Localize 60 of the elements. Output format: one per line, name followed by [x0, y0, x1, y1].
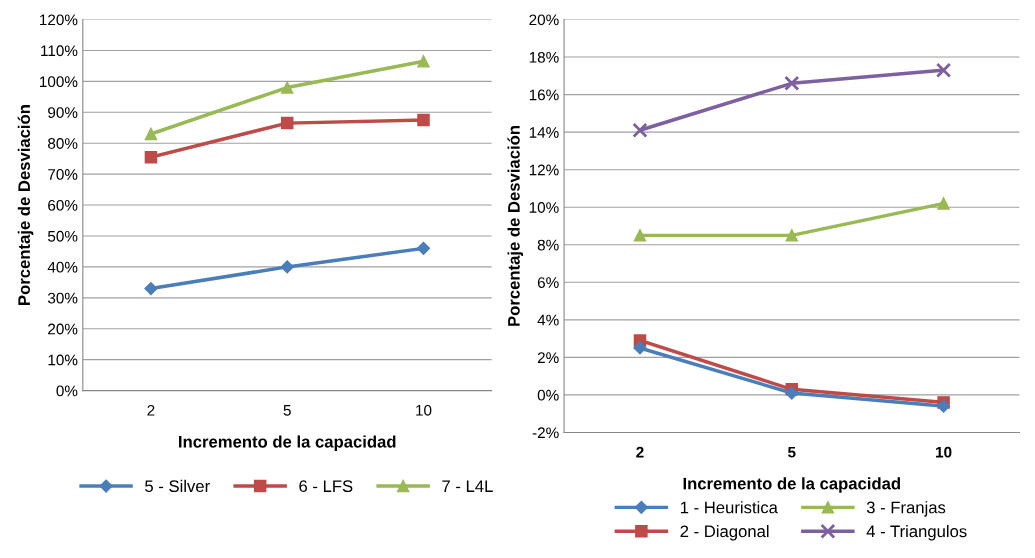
y-tick-label: 10% — [529, 202, 559, 213]
legend-label: 3 - Franjas — [866, 501, 946, 517]
legend-label: 1 - Heuristica — [680, 501, 778, 514]
y-tick-label: 50% — [47, 230, 78, 242]
point — [937, 197, 950, 210]
y-tick-label: 20% — [48, 323, 78, 335]
point — [144, 281, 158, 296]
y-tick-label: 18% — [529, 51, 559, 63]
legend-label: 7 - L4L — [442, 480, 493, 492]
x-tick-label: 10 — [416, 404, 432, 416]
y-tick-label: 12% — [529, 164, 559, 176]
y-tick-label: 80% — [48, 138, 78, 149]
y-tick-label: 30% — [47, 292, 78, 304]
point — [633, 341, 647, 355]
x-axis-title: Incremento de la capacidad — [179, 435, 396, 451]
y-tick-label: 4% — [537, 314, 559, 326]
y-axis-title: Porcentaje de Desviación — [507, 126, 524, 326]
x-tick-label: 10 — [936, 446, 952, 458]
y-tick-label: 20% — [529, 14, 559, 26]
point — [144, 127, 158, 141]
legend-label: 5 - Silver — [145, 479, 210, 493]
y-tick-label: -2% — [532, 427, 559, 439]
y-tick-label: 0% — [537, 389, 559, 401]
legend-label: 2 - Diagonal — [680, 525, 769, 541]
point — [417, 113, 430, 127]
y-axis-title: Porcentaje de Desviación — [17, 105, 34, 305]
y-tick-label: 110% — [41, 45, 78, 57]
x-tick-label: 5 — [788, 446, 796, 458]
y-tick-label: 2% — [537, 352, 559, 363]
x-axis-title: Incremento de la capacidad — [683, 477, 900, 493]
y-tick-label: 100% — [40, 76, 78, 88]
y-tick-label: 14% — [529, 127, 559, 138]
point — [785, 386, 799, 400]
point — [633, 229, 647, 242]
x-tick-label: 2 — [147, 404, 155, 416]
point — [784, 75, 800, 91]
y-tick-label: 40% — [47, 261, 78, 273]
y-tick-label: 8% — [537, 239, 559, 251]
y-tick-label: 90% — [48, 107, 78, 118]
legend-label: 6 - LFS — [299, 480, 353, 493]
y-tick-label: 16% — [529, 89, 559, 101]
legend-label: 4 - Triangulos — [866, 525, 967, 541]
x-tick-label: 5 — [283, 405, 291, 416]
x-tick-label: 2 — [636, 446, 644, 458]
y-tick-label: 10% — [48, 354, 78, 366]
point — [144, 150, 158, 164]
point — [280, 260, 294, 274]
y-tick-label: 60% — [48, 199, 78, 211]
y-tick-label: 0% — [56, 385, 78, 397]
point — [280, 81, 294, 94]
point — [280, 116, 294, 130]
point — [936, 399, 951, 413]
point — [416, 241, 431, 255]
y-tick-label: 6% — [537, 277, 559, 288]
point — [785, 229, 799, 242]
y-tick-label: 120% — [40, 14, 78, 26]
point — [632, 122, 648, 138]
point — [417, 55, 430, 68]
y-tick-label: 70% — [48, 169, 78, 180]
point — [935, 62, 952, 78]
